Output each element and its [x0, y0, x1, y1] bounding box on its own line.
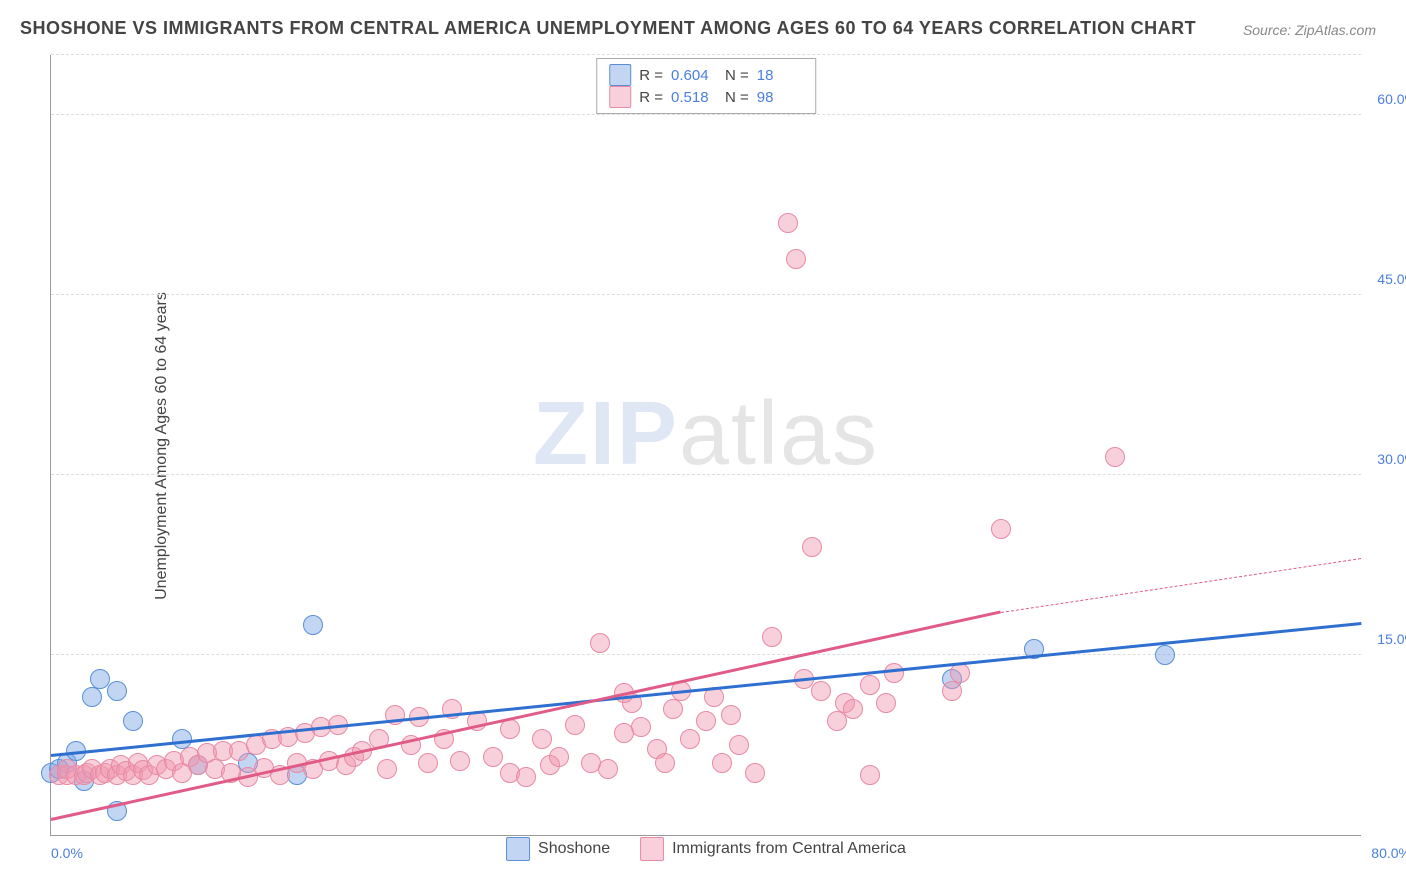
data-point: [123, 711, 143, 731]
legend-n-label: N =: [725, 67, 749, 84]
plot-area: ZIPatlas R =0.604N =18R =0.518N =98 Shos…: [50, 55, 1361, 836]
trend-line: [1001, 558, 1361, 613]
watermark-zip: ZIP: [533, 384, 679, 484]
legend-series-name: Immigrants from Central America: [672, 840, 906, 858]
legend-swatch: [609, 64, 631, 86]
data-point: [377, 759, 397, 779]
data-point: [811, 681, 831, 701]
data-point: [860, 675, 880, 695]
source-attribution: Source: ZipAtlas.com: [1243, 22, 1376, 38]
data-point: [721, 705, 741, 725]
data-point: [712, 753, 732, 773]
legend-swatch: [506, 837, 530, 861]
gridline: [51, 114, 1361, 115]
data-point: [663, 699, 683, 719]
data-point: [1105, 447, 1125, 467]
x-tick-label: 80.0%: [1371, 845, 1406, 861]
data-point: [107, 681, 127, 701]
data-point: [82, 687, 102, 707]
legend-n-value: 18: [757, 67, 803, 84]
watermark-atlas: atlas: [679, 384, 879, 484]
data-point: [655, 753, 675, 773]
data-point: [532, 729, 552, 749]
y-tick-label: 60.0%: [1377, 91, 1406, 107]
y-tick-label: 15.0%: [1377, 631, 1406, 647]
legend-swatch: [640, 837, 664, 861]
y-tick-label: 30.0%: [1377, 451, 1406, 467]
data-point: [680, 729, 700, 749]
data-point: [549, 747, 569, 767]
legend-row: R = 0.518 N = 98: [609, 86, 803, 108]
data-point: [500, 719, 520, 739]
data-point: [598, 759, 618, 779]
legend-swatch: [609, 86, 631, 108]
data-point: [516, 767, 536, 787]
data-point: [418, 753, 438, 773]
data-point: [991, 519, 1011, 539]
y-tick-label: 45.0%: [1377, 271, 1406, 287]
data-point: [860, 765, 880, 785]
correlation-legend: R = 0.604 N = 18 R = 0.518 N = 98: [596, 58, 816, 114]
legend-series-name: Shoshone: [538, 840, 610, 858]
data-point: [778, 213, 798, 233]
legend-r-label: R =: [639, 89, 663, 106]
legend-r-value: 0.604: [671, 67, 717, 84]
x-tick-label: 0.0%: [51, 845, 83, 861]
data-point: [745, 763, 765, 783]
legend-row: R = 0.604 N = 18: [609, 64, 803, 86]
gridline: [51, 474, 1361, 475]
data-point: [843, 699, 863, 719]
data-point: [942, 681, 962, 701]
data-point: [884, 663, 904, 683]
data-point: [876, 693, 896, 713]
series-legend: Shoshone Immigrants from Central America: [506, 837, 906, 861]
data-point: [590, 633, 610, 653]
data-point: [631, 717, 651, 737]
legend-r-value: 0.518: [671, 89, 717, 106]
legend-n-label: N =: [725, 89, 749, 106]
data-point: [696, 711, 716, 731]
watermark: ZIPatlas: [533, 383, 879, 486]
data-point: [303, 615, 323, 635]
data-point: [802, 537, 822, 557]
legend-n-value: 98: [757, 89, 803, 106]
data-point: [729, 735, 749, 755]
data-point: [483, 747, 503, 767]
legend-item: Immigrants from Central America: [640, 837, 906, 861]
legend-item: Shoshone: [506, 837, 610, 861]
gridline: [51, 294, 1361, 295]
gridline: [51, 54, 1361, 55]
trend-line: [51, 622, 1361, 757]
data-point: [1155, 645, 1175, 665]
data-point: [786, 249, 806, 269]
data-point: [762, 627, 782, 647]
data-point: [565, 715, 585, 735]
data-point: [450, 751, 470, 771]
legend-r-label: R =: [639, 67, 663, 84]
chart-title: SHOSHONE VS IMMIGRANTS FROM CENTRAL AMER…: [20, 18, 1196, 39]
